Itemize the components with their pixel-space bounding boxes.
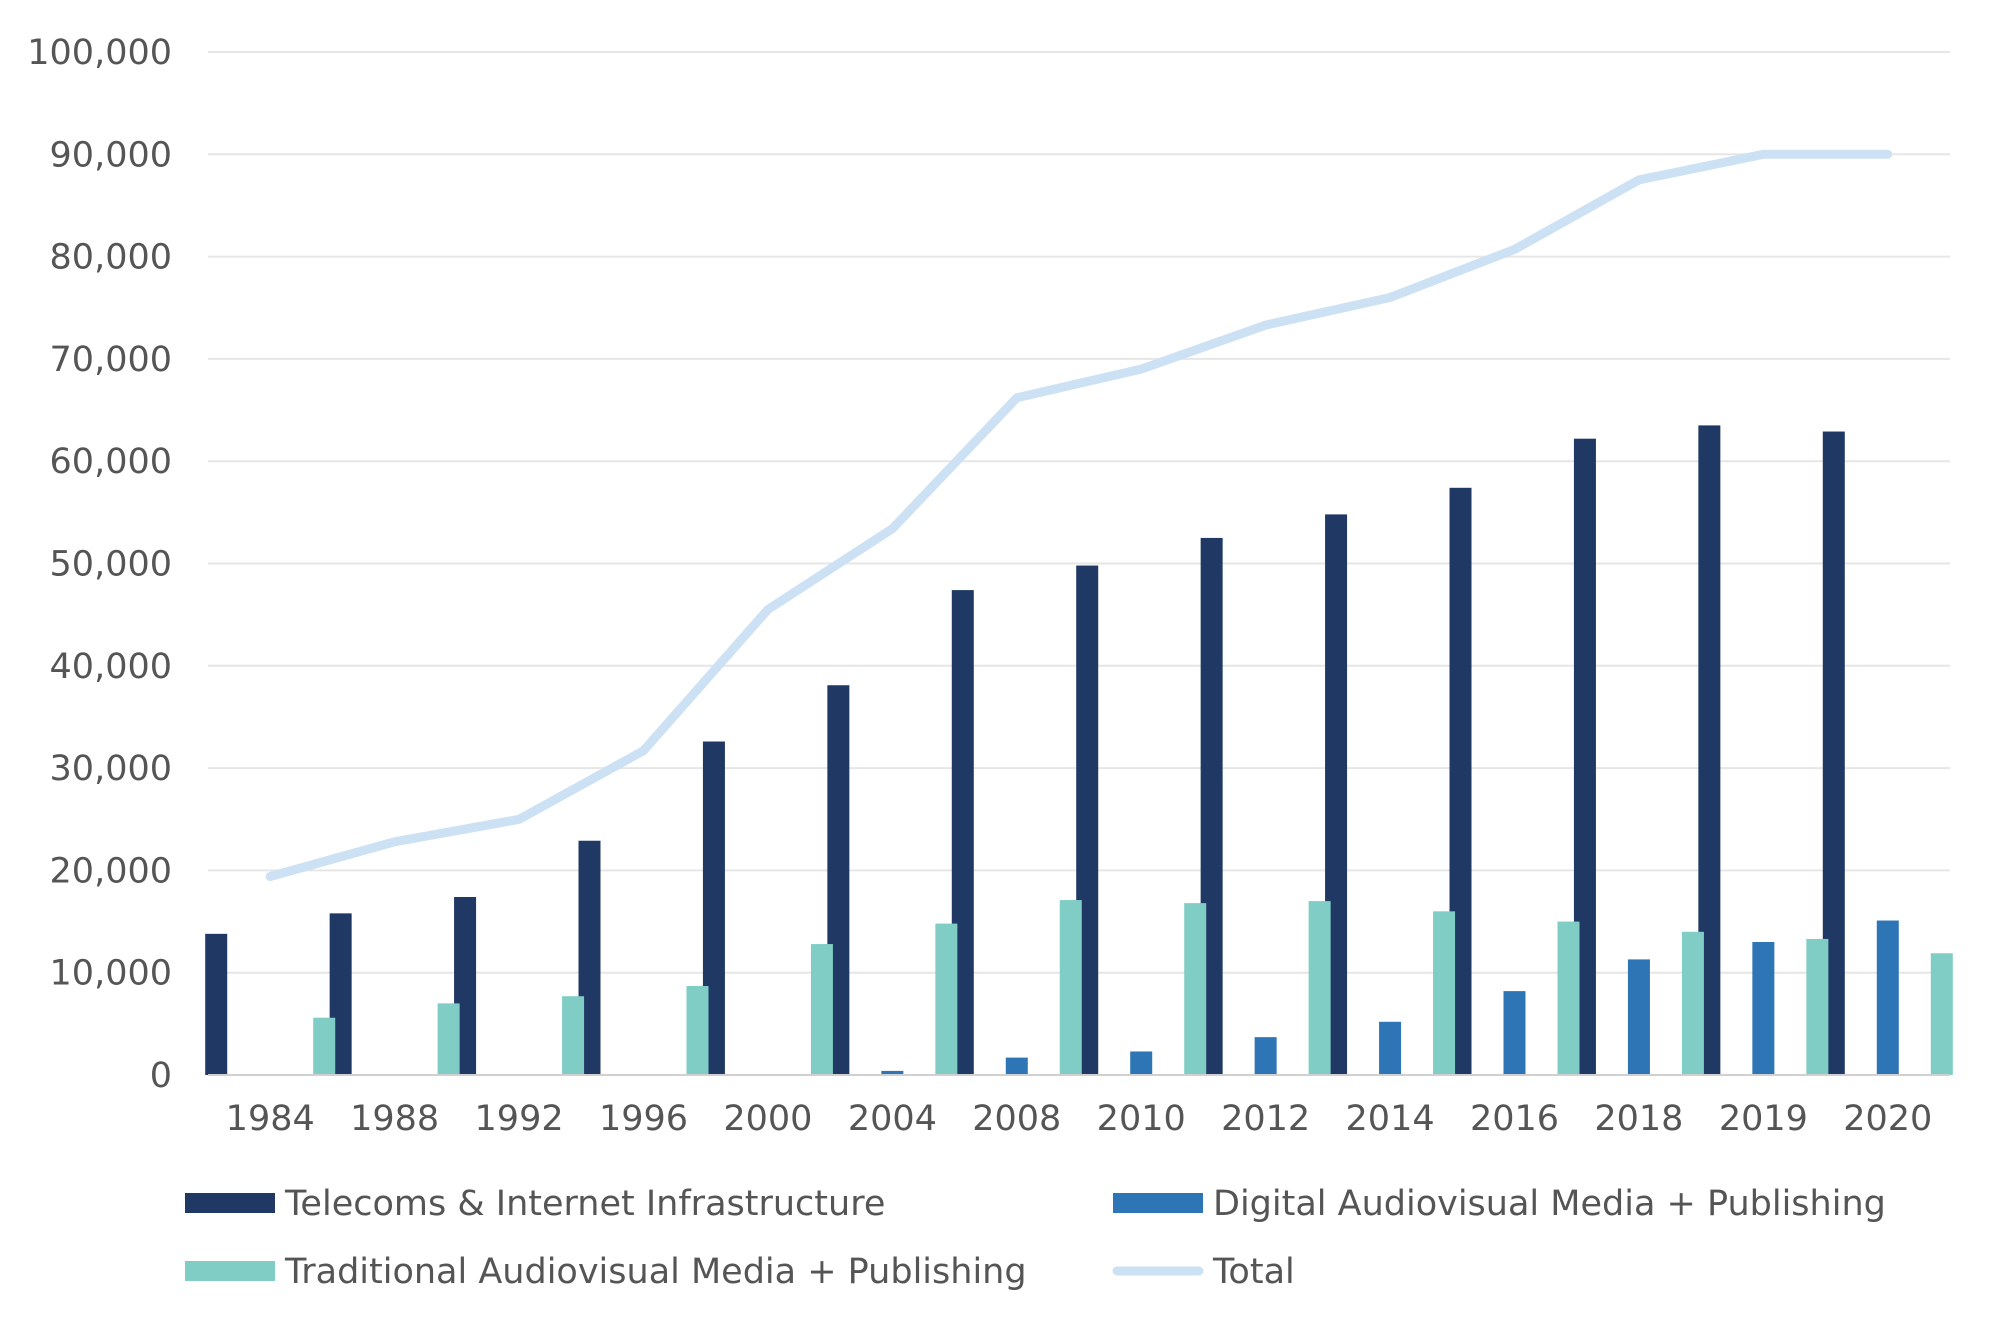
legend: Telecoms & Internet Infrastructure Digita…: [185, 1184, 1886, 1292]
x-tick-label: 2014: [1346, 1099, 1435, 1139]
grid: [208, 51, 1950, 974]
y-tick-label: 80,000: [50, 238, 172, 278]
bar-traditional-audiovisual-media-publishing: [1184, 903, 1207, 1075]
total-point: [1388, 295, 1393, 300]
total-point: [268, 874, 273, 879]
bar-digital-audiovisual-media-publishing: [881, 1070, 904, 1075]
bar-digital-audiovisual-media-publishing: [1876, 920, 1899, 1075]
total-point: [641, 748, 646, 753]
bar-digital-audiovisual-media-publishing: [1379, 1021, 1402, 1075]
x-tick-label: 2012: [1221, 1099, 1310, 1139]
total-point: [1014, 395, 1019, 400]
total-line-layer: [265, 149, 1893, 881]
x-tick-label: 1992: [475, 1099, 564, 1139]
total-point: [890, 526, 895, 531]
total-point: [517, 817, 522, 822]
bar-telecoms-internet-infrastructure: [1573, 438, 1596, 1076]
bar-telecoms-internet-infrastructure: [205, 933, 228, 1075]
legend-label: Telecoms & Internet Infrastructure: [284, 1184, 885, 1224]
x-tick-label: 2010: [1097, 1099, 1186, 1139]
x-tick-label: 1988: [350, 1099, 439, 1139]
x-tick-label: 2000: [723, 1099, 812, 1139]
bar-digital-audiovisual-media-publishing: [1503, 991, 1526, 1075]
x-tick-label: 1996: [599, 1099, 688, 1139]
total-point: [1636, 177, 1641, 182]
x-tick-label: 2018: [1594, 1099, 1683, 1139]
x-tick-label: 2004: [848, 1099, 937, 1139]
bar-traditional-audiovisual-media-publishing: [1059, 900, 1082, 1075]
total-point: [1263, 323, 1268, 328]
bar-digital-audiovisual-media-publishing: [1254, 1037, 1277, 1075]
legend-label: Digital Audiovisual Media + Publishing: [1213, 1184, 1886, 1224]
bar-traditional-audiovisual-media-publishing: [1681, 931, 1704, 1075]
total-line: [265, 149, 1893, 881]
y-tick-label: 90,000: [50, 135, 172, 175]
legend-swatch: [185, 1193, 275, 1213]
y-tick-label: 20,000: [50, 851, 172, 891]
bar-traditional-audiovisual-media-publishing: [686, 985, 709, 1075]
bar-traditional-audiovisual-media-publishing: [437, 1003, 460, 1075]
y-tick-label: 50,000: [50, 545, 172, 585]
total-point: [392, 839, 397, 844]
bar-digital-audiovisual-media-publishing: [1005, 1057, 1028, 1075]
bar-traditional-audiovisual-media-publishing: [562, 996, 585, 1075]
total-point: [1139, 367, 1144, 372]
legend-swatch: [185, 1261, 275, 1281]
y-axis-ticks: 0 10,000 20,000 30,000 40,000 50,000 60,000 70,…: [27, 33, 172, 1096]
bar-traditional-audiovisual-media-publishing: [1930, 953, 1953, 1075]
total-point: [1761, 152, 1766, 157]
total-point: [1885, 152, 1890, 157]
bar-digital-audiovisual-media-publishing: [1752, 942, 1775, 1075]
bar-traditional-audiovisual-media-publishing: [1557, 921, 1580, 1075]
legend-label: Traditional Audiovisual Media + Publishi…: [284, 1252, 1027, 1292]
bar-digital-audiovisual-media-publishing: [1627, 959, 1650, 1075]
bar-telecoms-internet-infrastructure: [1822, 431, 1845, 1076]
y-tick-label: 70,000: [50, 340, 172, 380]
legend-swatch: [1113, 1193, 1203, 1213]
x-tick-label: 2019: [1719, 1099, 1808, 1139]
total-point: [765, 607, 770, 612]
x-tick-label: 1984: [226, 1099, 315, 1139]
y-tick-label: 10,000: [50, 954, 172, 994]
legend-label: Total: [1212, 1252, 1295, 1292]
y-tick-label: 0: [150, 1056, 172, 1096]
x-tick-label: 2008: [972, 1099, 1061, 1139]
bar-traditional-audiovisual-media-publishing: [1433, 911, 1456, 1075]
total-point: [1512, 247, 1517, 252]
bars: [205, 425, 1953, 1076]
bar-traditional-audiovisual-media-publishing: [313, 1017, 336, 1075]
y-tick-label: 100,000: [27, 33, 172, 73]
x-tick-label: 2020: [1843, 1099, 1932, 1139]
bar-telecoms-internet-infrastructure: [1698, 425, 1721, 1075]
x-axis-ticks: 1984 1988 1992 1996 2000 2004 2008 2010 2012 2014…: [226, 1099, 1933, 1139]
y-tick-label: 60,000: [50, 442, 172, 482]
y-tick-label: 30,000: [50, 749, 172, 789]
y-tick-label: 40,000: [50, 647, 172, 687]
bar-traditional-audiovisual-media-publishing: [810, 944, 833, 1075]
x-tick-label: 2016: [1470, 1099, 1559, 1139]
bar-traditional-audiovisual-media-publishing: [1308, 901, 1331, 1075]
bar-digital-audiovisual-media-publishing: [1130, 1051, 1153, 1075]
bar-traditional-audiovisual-media-publishing: [1806, 938, 1829, 1075]
bar-traditional-audiovisual-media-publishing: [935, 923, 958, 1075]
